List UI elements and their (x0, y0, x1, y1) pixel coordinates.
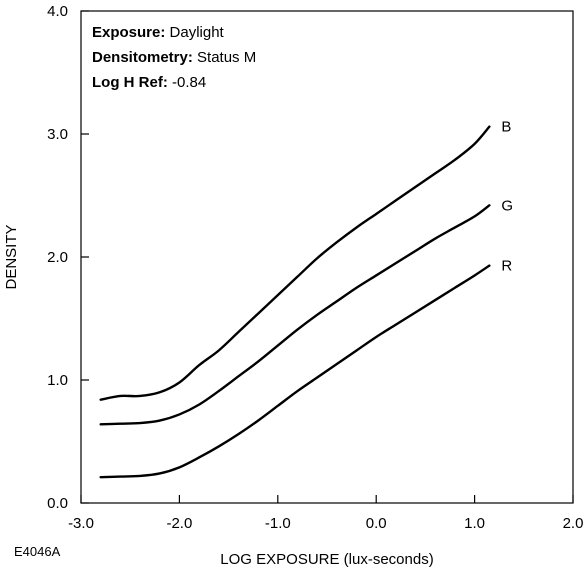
info-line-exposure: Exposure: Daylight (92, 24, 225, 41)
curve-b (99, 125, 491, 401)
series-label-b: B (501, 119, 511, 136)
y-tick-label: 1.0 (47, 372, 68, 389)
info-log-h-ref-label: Log H Ref: (92, 74, 168, 91)
series-labels-group: B G R (501, 119, 513, 275)
x-tick-label: 1.0 (464, 515, 485, 532)
x-axis-ticks: -3.0 -2.0 -1.0 0.0 1.0 2.0 (68, 495, 583, 532)
y-tick-label: 0.0 (47, 495, 68, 512)
info-densitometry-label: Densitometry: (92, 49, 193, 66)
x-tick-label: -3.0 (68, 515, 94, 532)
info-log-h-ref-value: -0.84 (172, 74, 206, 91)
y-tick-label: 2.0 (47, 249, 68, 266)
info-box: Exposure: Daylight Densitometry: Status … (92, 24, 256, 91)
x-tick-label: 2.0 (563, 515, 584, 532)
y-tick-label: 3.0 (47, 126, 68, 143)
y-axis-ticks: 0.0 1.0 2.0 3.0 4.0 (47, 3, 89, 512)
x-axis-title: LOG EXPOSURE (lux-seconds) (220, 551, 433, 568)
x-tick-label: -2.0 (166, 515, 192, 532)
series-label-g: G (501, 197, 513, 214)
info-line-log-h-ref: Log H Ref: -0.84 (92, 74, 206, 91)
series-label-r: R (501, 258, 512, 275)
figure-code: E4046A (14, 544, 61, 559)
y-axis-title: DENSITY (3, 224, 20, 289)
info-densitometry-value: Status M (197, 49, 256, 66)
x-tick-label: -1.0 (265, 515, 291, 532)
info-exposure-label: Exposure: (92, 24, 165, 41)
curves-group (99, 125, 491, 479)
info-exposure-value: Daylight (170, 24, 225, 41)
y-tick-label: 4.0 (47, 3, 68, 20)
curve-g (99, 204, 491, 426)
curve-r (99, 264, 491, 479)
x-tick-label: 0.0 (366, 515, 387, 532)
info-line-densitometry: Densitometry: Status M (92, 49, 256, 66)
